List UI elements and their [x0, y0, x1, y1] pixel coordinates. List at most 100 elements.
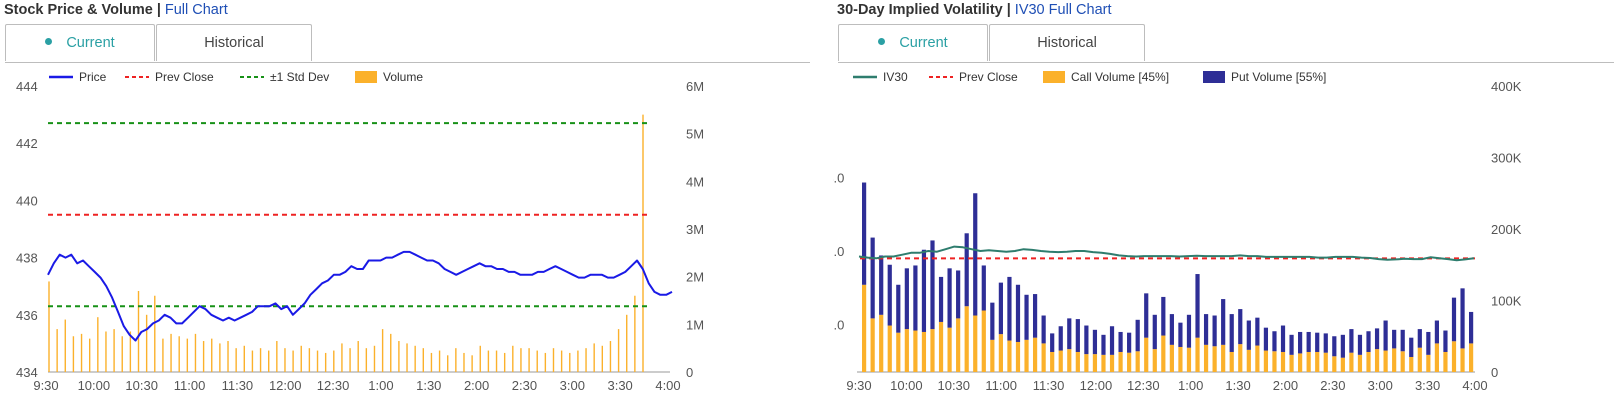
put-volume-bar — [1272, 331, 1277, 352]
x-tick-label: 10:30 — [937, 378, 970, 393]
call-volume-bar — [1024, 339, 1029, 372]
full-chart-link[interactable]: Full Chart — [164, 2, 228, 18]
call-volume-bar — [1015, 341, 1021, 372]
x-tick-label: 11:00 — [985, 378, 1017, 393]
put-volume-bar — [1195, 274, 1200, 338]
call-volume-bar — [1469, 343, 1474, 372]
call-volume-bar — [1332, 356, 1337, 372]
y-tick-label: 14.0 — [833, 171, 844, 186]
x-tick-label: 12:30 — [317, 378, 350, 393]
x-tick-label: 11:30 — [222, 378, 254, 393]
y2-tick-label: 200K — [1491, 222, 1522, 237]
y2-tick-label: 0 — [686, 365, 693, 380]
put-volume-bar — [879, 255, 884, 315]
put-volume-bar — [870, 237, 875, 319]
tab-historical[interactable]: Historical — [989, 24, 1145, 61]
call-volume-bar — [1443, 351, 1448, 372]
call-volume-bar — [1152, 349, 1157, 372]
put-volume-bar — [1298, 331, 1303, 354]
put-volume-bar — [1186, 314, 1192, 348]
put-volume-bar — [1374, 328, 1380, 350]
call-volume-bar — [981, 310, 986, 372]
y2-tick-label: 2M — [686, 270, 704, 285]
put-volume-bar — [1229, 314, 1234, 352]
call-volume-bar — [1050, 351, 1055, 372]
put-volume-bar — [904, 268, 909, 330]
call-volume-bar — [1434, 343, 1440, 372]
put-volume-bar — [1357, 334, 1363, 355]
call-volume-bar — [1075, 351, 1080, 372]
tab-current[interactable]: Current — [5, 24, 155, 61]
call-volume-bar — [1144, 337, 1149, 372]
x-tick-label: 3:00 — [1368, 378, 1393, 393]
call-volume-bar — [1203, 344, 1209, 372]
call-volume-bar — [887, 325, 892, 372]
put-volume-bar — [1426, 331, 1431, 355]
y2-tick-label: 5M — [686, 127, 704, 142]
call-volume-bar — [1221, 344, 1226, 372]
put-volume-bar — [1067, 318, 1072, 350]
put-volume-bar — [896, 284, 901, 333]
y2-tick-label: 1M — [686, 317, 704, 332]
iv30-line — [858, 245, 1475, 262]
put-volume-bar — [1400, 329, 1405, 352]
put-volume-bar — [913, 265, 918, 331]
call-volume-bar — [904, 329, 909, 372]
put-volume-bar — [1246, 320, 1251, 350]
x-tick-label: 4:00 — [1462, 378, 1487, 393]
y2-tick-label: 6M — [686, 79, 704, 94]
put-volume-bar — [1058, 326, 1063, 351]
put-volume-bar — [1349, 329, 1354, 353]
put-volume-bar — [1289, 334, 1294, 355]
x-tick-label: 1:30 — [416, 378, 441, 393]
call-volume-bar — [1058, 350, 1063, 372]
call-volume-bar — [870, 318, 875, 372]
tab-historical[interactable]: Historical — [156, 24, 312, 61]
call-volume-bar — [1169, 344, 1174, 372]
put-volume-bar — [1469, 311, 1474, 344]
y2-tick-label: 300K — [1491, 151, 1522, 166]
put-volume-bar — [1032, 294, 1038, 338]
put-volume-bar — [973, 193, 978, 316]
tab-current[interactable]: Current — [838, 24, 988, 61]
put-volume-bar — [1383, 320, 1388, 351]
put-volume-bar — [1332, 336, 1337, 357]
call-volume-bar — [1135, 351, 1140, 372]
put-volume-bar — [1323, 333, 1328, 353]
tab-historical-label: Historical — [1037, 35, 1097, 51]
call-volume-bar — [1007, 340, 1012, 372]
put-volume-bar — [1434, 320, 1440, 344]
call-volume-bar — [1280, 351, 1286, 372]
call-volume-bar — [1289, 354, 1294, 372]
y-tick-label: 10.0 — [833, 317, 844, 332]
put-volume-bar — [1315, 332, 1320, 352]
call-volume-bar — [913, 330, 918, 372]
call-volume-bar — [1263, 350, 1269, 372]
put-volume-bar — [1263, 327, 1269, 351]
tab-current-label: Current — [899, 35, 948, 51]
put-volume-bar — [1417, 329, 1422, 348]
tab-current-label: Current — [66, 35, 115, 51]
legend-swatch-3 — [1203, 71, 1225, 83]
put-volume-bar — [1144, 293, 1149, 338]
put-volume-bar — [1221, 299, 1226, 345]
stock-price-volume-panel: Stock Price & Volume | Full Chart Current … — [4, 2, 810, 393]
put-volume-bar — [938, 276, 944, 322]
call-volume-bar — [1417, 347, 1422, 372]
call-volume-bar — [1229, 351, 1234, 372]
y2-tick-label: 4M — [686, 174, 704, 189]
iv30-full-chart-link[interactable]: IV30 Full Chart — [1014, 2, 1112, 18]
x-tick-label: 12:30 — [1127, 378, 1160, 393]
put-volume-bar — [921, 249, 927, 332]
call-volume-bar — [973, 315, 978, 372]
call-volume-bar — [1084, 354, 1089, 372]
put-volume-bar — [1238, 309, 1243, 345]
put-volume-bar — [1101, 334, 1106, 355]
y2-tick-label: 0 — [1491, 365, 1498, 380]
header-separator: | — [1006, 2, 1011, 18]
header-separator: | — [156, 2, 161, 18]
y-tick-label: 12.0 — [833, 244, 844, 259]
put-volume-bar — [1280, 325, 1286, 352]
call-volume-bar — [1349, 352, 1354, 372]
x-tick-label: 3:30 — [1415, 378, 1440, 393]
